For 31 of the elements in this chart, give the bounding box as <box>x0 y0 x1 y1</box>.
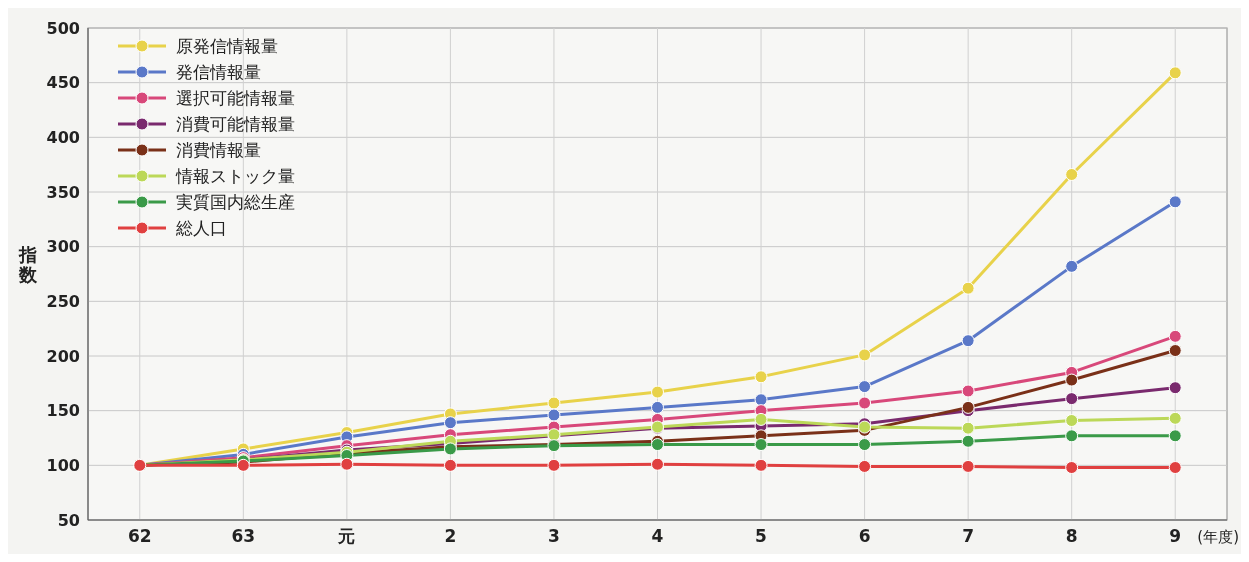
y-tick-label: 100 <box>46 455 80 475</box>
x-tick-label: 5 <box>755 526 767 546</box>
legend-label: 選択可能情報量 <box>176 87 295 108</box>
y-tick-label: 500 <box>46 18 80 38</box>
y-tick-label: 300 <box>46 237 80 257</box>
x-tick-label: 9 <box>1169 526 1182 546</box>
x-tick-label: 元 <box>337 526 356 546</box>
x-tick-label: 4 <box>651 526 664 546</box>
x-tick-label: 6 <box>858 526 871 546</box>
x-tick-label: 62 <box>127 526 152 546</box>
x-tick-label: 3 <box>548 526 560 546</box>
legend-label: 発信情報量 <box>176 61 261 82</box>
x-tick-label: 8 <box>1065 526 1078 546</box>
legend-label: 実質国内総生産 <box>176 191 295 212</box>
y-tick-label: 450 <box>46 73 80 93</box>
y-tick-label: 400 <box>46 127 80 147</box>
y-tick-label: 350 <box>46 182 80 202</box>
y-tick-label: 200 <box>46 346 80 366</box>
legend-label: 情報ストック量 <box>175 165 295 186</box>
legend-label: 原発信情報量 <box>176 35 278 56</box>
legend-label: 消費可能情報量 <box>176 113 295 134</box>
x-axis-title: (年度) <box>1197 528 1239 546</box>
y-tick-label: 250 <box>46 291 80 311</box>
y-axis-title: 指数 <box>18 244 38 285</box>
legend-label: 総人口 <box>175 217 227 238</box>
x-tick-label: 63 <box>231 526 256 546</box>
x-tick-label: 7 <box>962 526 975 546</box>
x-tick-label: 2 <box>444 526 457 546</box>
y-tick-label: 150 <box>46 401 80 421</box>
legend-label: 消費情報量 <box>176 139 261 160</box>
y-tick-label: 50 <box>57 510 80 530</box>
